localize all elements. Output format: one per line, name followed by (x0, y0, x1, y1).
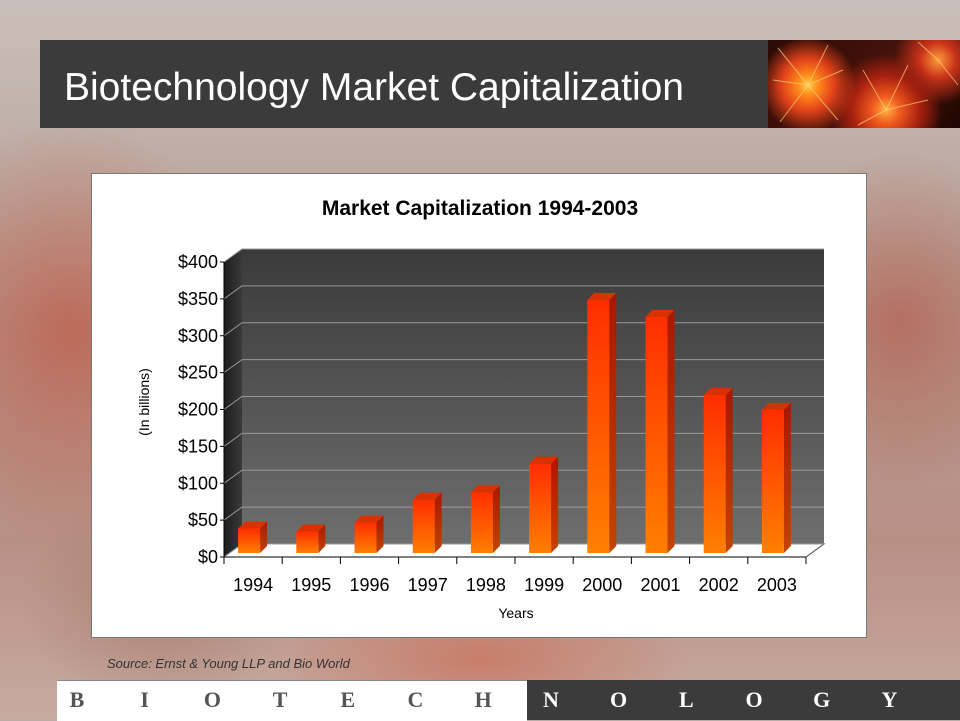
x-tick-label: 1995 (291, 575, 331, 595)
footer-letter: E (340, 687, 356, 712)
gridline (223, 248, 824, 263)
footer-letter: O (610, 687, 628, 712)
bar-side (725, 388, 733, 553)
bar-front (761, 409, 784, 553)
bar (354, 515, 384, 553)
gridline (223, 396, 824, 410)
footer-letter: N (542, 687, 559, 712)
bar-front (587, 299, 610, 553)
bar-front (645, 316, 668, 553)
bar-chart: Market Capitalization 1994-2003 $0 $50 $10… (136, 197, 826, 621)
bar-front (529, 463, 552, 553)
corner-decoration-image (768, 40, 960, 128)
bar-front (354, 522, 377, 553)
footer-letter: Y (881, 687, 898, 712)
footer-letter: H (474, 687, 492, 712)
y-tick-label: $300 (178, 326, 218, 346)
bar-front (470, 492, 493, 553)
x-tick-label: 2002 (699, 575, 739, 595)
footer-letter: T (272, 687, 288, 712)
footer-letter: G (813, 687, 831, 712)
bars (238, 292, 791, 553)
footer-letter: I (140, 687, 149, 712)
bar-side (376, 515, 384, 553)
bar-top (703, 388, 733, 396)
bar-top (296, 524, 326, 532)
bar-top (529, 456, 559, 464)
footer-band-dark (527, 680, 960, 720)
title-bar: Biotechnology Market Capitalization (40, 40, 768, 128)
x-tick-label: 1999 (524, 575, 564, 595)
gridline (223, 322, 824, 337)
bar-side (318, 524, 326, 553)
footer-letter: O (745, 687, 763, 712)
bar-top (587, 292, 617, 300)
x-tick-label: 2003 (757, 575, 797, 595)
bar-top (761, 402, 791, 410)
x-tick-label: 1996 (349, 575, 389, 595)
y-tick-label: $350 (178, 289, 218, 309)
x-tick-label: 1997 (408, 575, 448, 595)
bar (470, 485, 500, 553)
y-tick-label: $100 (178, 473, 218, 493)
bar-side (492, 485, 500, 553)
bar-side (434, 492, 442, 553)
bar-front (703, 395, 726, 553)
y-tick-label: $400 (178, 252, 218, 272)
gridline (223, 506, 824, 521)
y-tick-label: $250 (178, 363, 218, 383)
gridline (223, 469, 824, 484)
bar (587, 292, 617, 553)
bar-top (238, 521, 268, 529)
x-tick-label: 1998 (466, 575, 506, 595)
bar-top (412, 492, 442, 500)
bar (296, 524, 326, 553)
footer-letter: B (69, 687, 85, 712)
bar (703, 388, 733, 553)
gridline (223, 359, 824, 374)
x-tick-label: 2001 (640, 575, 680, 595)
bar-side (260, 521, 268, 553)
bar-front (296, 531, 319, 553)
chart-title: Market Capitalization 1994-2003 (322, 197, 638, 220)
y-tick-labels: $0 $50 $100 $150 $200 $250 $300 $350 $400 (178, 252, 224, 567)
y-tick-label: $0 (198, 547, 218, 567)
gridline (223, 432, 824, 447)
footer-letter: C (407, 687, 424, 712)
bar-front (412, 499, 435, 553)
bar-top (470, 485, 500, 493)
bar (238, 521, 268, 553)
bar (761, 402, 791, 553)
bar (529, 456, 559, 553)
bar-side (551, 456, 559, 553)
gridlines (223, 248, 824, 558)
y-axis-label: (In billions) (136, 368, 152, 436)
source-note: Source: Ernst & Young LLP and Bio World (107, 656, 350, 671)
gridline (223, 285, 824, 300)
x-tick-label: 2000 (582, 575, 622, 595)
slide-title: Biotechnology Market Capitalization (64, 66, 685, 109)
x-tick-label: 1994 (233, 575, 273, 595)
y-tick-label: $50 (188, 510, 218, 530)
footer-band-light (57, 680, 527, 721)
bar (645, 309, 675, 553)
bar-side (783, 402, 791, 553)
x-tick-labels: 1994 1995 1996 1997 1998 1999 2000 2001 2002 2003 (223, 557, 807, 595)
bar-top (645, 309, 675, 317)
y-tick-label: $150 (178, 436, 218, 456)
footer-letter: L (678, 687, 694, 712)
bar (412, 492, 442, 553)
bar-side (667, 309, 675, 553)
y-tick-label: $200 (178, 400, 218, 420)
bar-side (609, 292, 617, 553)
bar-top (354, 515, 384, 523)
footer-letter: O (203, 687, 221, 712)
x-axis-label: Years (498, 605, 533, 621)
chart-panel: Market Capitalization 1994-2003 $0 $50 $10… (91, 173, 867, 638)
bar-front (238, 528, 261, 553)
